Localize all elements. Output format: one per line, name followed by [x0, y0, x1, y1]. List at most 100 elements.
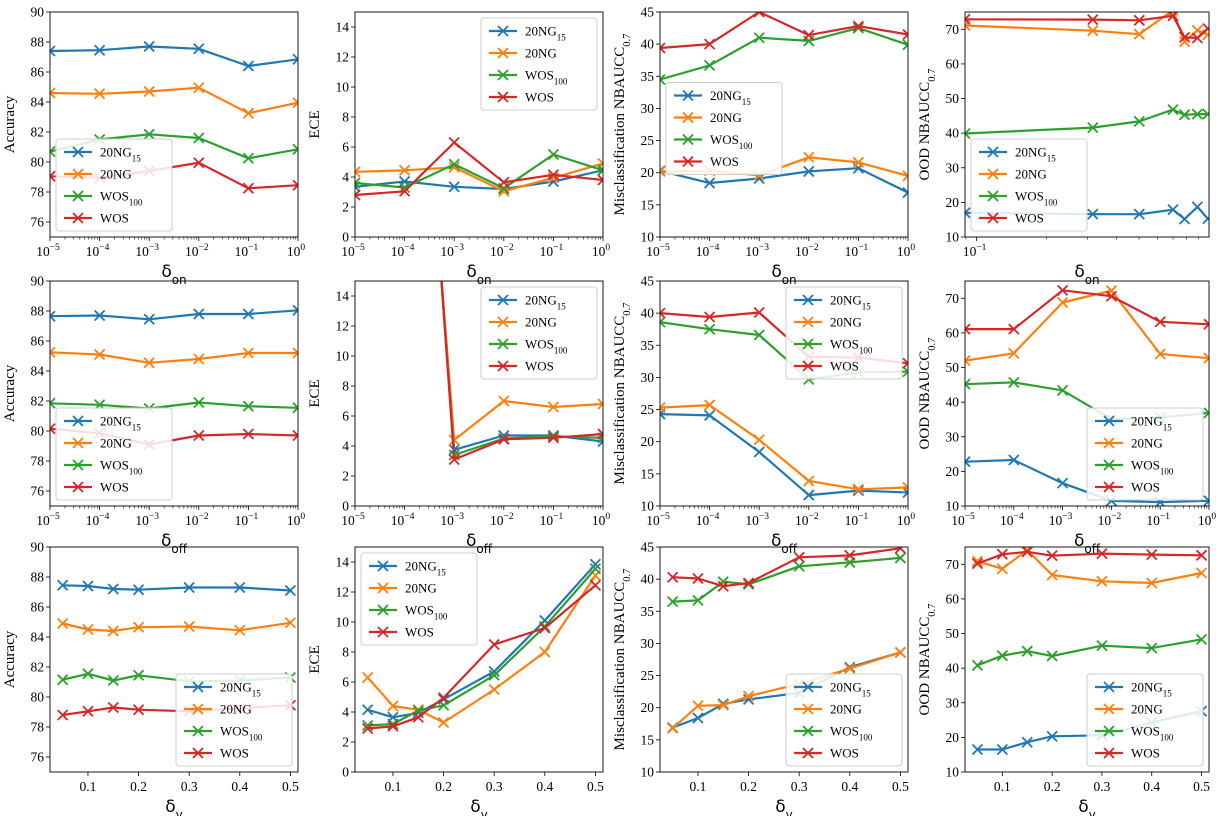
legend-label-WOS100: WOS100	[830, 337, 873, 356]
data-point-20NG	[437, 716, 450, 729]
data-point-20NG	[852, 483, 865, 495]
data-point-20NG	[82, 623, 94, 636]
legend-marker-WOS100	[72, 459, 84, 471]
y-tick-label: 10	[946, 765, 960, 780]
legend-box	[480, 286, 598, 380]
y-tick-label: 80	[31, 424, 45, 439]
series-line-WOS	[965, 289, 1209, 331]
x-tick-label: 10−1	[845, 512, 869, 528]
data-point-WOS	[448, 136, 460, 149]
series-line-WOS	[660, 12, 908, 50]
data-point-WOS100	[793, 560, 805, 572]
x-tick-label: 0.3	[181, 779, 198, 794]
plot-area	[440, 281, 603, 466]
x-tick-label: 10−5	[36, 512, 60, 528]
y-tick-label: 10	[641, 230, 655, 245]
legend-label-20NG15: 20NG15	[100, 145, 141, 164]
data-point-WOS	[1191, 32, 1204, 44]
data-point-WOS	[498, 433, 510, 445]
y-tick-label: 45	[641, 274, 655, 289]
data-point-20NG15	[488, 665, 500, 678]
y-tick-label: 2	[342, 469, 349, 484]
legend-marker-20NG	[802, 316, 814, 328]
data-point-WOS	[547, 169, 560, 181]
data-point-20NG15	[717, 698, 729, 710]
legend-box	[480, 17, 598, 111]
legend-marker-20NG	[802, 703, 814, 715]
data-point-WOS100	[965, 127, 971, 140]
y-tick-label: 78	[31, 454, 45, 469]
data-point-20NG15	[965, 456, 971, 468]
x-axis-label: δon	[771, 262, 796, 287]
data-point-WOS	[50, 423, 56, 435]
legend: 20NG15 20NG WOS100 WOS	[480, 286, 598, 380]
legend: 20NG15 20NG WOS100 WOS	[360, 552, 478, 646]
data-point-20NG15	[1133, 208, 1145, 220]
chart-panel-r2c1: 0 2 4 6 8 10 12 14 0.1 0.2 0.3 0.4 0.5 20NG15 20NG WOS1…	[307, 546, 604, 816]
data-point-20NG	[1056, 296, 1069, 309]
legend-box	[785, 286, 903, 380]
data-point-20NG15	[183, 581, 195, 594]
data-point-20NG	[292, 97, 298, 109]
series-line-WOS100	[355, 153, 603, 190]
data-point-WOS	[57, 709, 69, 721]
data-point-20NG	[398, 164, 411, 176]
data-point-WOS100	[1178, 109, 1191, 121]
y-tick-label: 0	[342, 765, 349, 780]
data-point-20NG15	[82, 580, 94, 592]
x-tick-label: 10−5	[36, 243, 60, 259]
legend-marker-WOS	[1103, 481, 1115, 493]
data-point-20NG	[1008, 347, 1020, 359]
y-tick-label: 20	[641, 434, 655, 449]
series-line-20NG	[62, 621, 291, 633]
series-line-20NG15	[660, 413, 908, 497]
data-point-WOS	[692, 572, 704, 585]
data-point-20NG15	[852, 484, 865, 497]
data-point-20NG	[703, 399, 716, 411]
legend-marker-20NG15	[682, 89, 694, 102]
data-point-20NG	[1154, 348, 1166, 360]
x-tick-label: 10−2	[490, 512, 514, 528]
data-point-20NG	[547, 401, 560, 413]
legend-box	[1086, 407, 1204, 501]
x-tick-label: 10−4	[86, 512, 110, 528]
legend-box	[175, 673, 293, 767]
data-point-20NG15	[292, 53, 298, 65]
data-point-WOS100	[193, 132, 205, 144]
data-point-WOS100	[143, 128, 155, 140]
x-tick-label: 10−3	[440, 243, 464, 259]
data-point-WOS	[547, 432, 560, 444]
data-point-20NG15	[902, 187, 908, 199]
data-point-20NG15	[193, 308, 205, 320]
y-axis-label: Misclassification NBAUCC0.7	[612, 34, 633, 216]
data-point-WOS	[1154, 316, 1166, 328]
legend-marker-20NG15	[192, 681, 204, 693]
data-point-WOS100	[448, 158, 460, 170]
data-point-WOS	[703, 38, 716, 50]
data-point-WOS100	[242, 152, 255, 164]
y-tick-label: 90	[31, 5, 45, 20]
data-point-WOS	[1105, 290, 1118, 302]
x-axis-label: δy	[1078, 797, 1096, 816]
y-tick-label: 20	[641, 165, 655, 180]
legend-label-20NG: 20NG	[100, 167, 132, 182]
x-tick-label: 0.1	[385, 779, 402, 794]
legend-marker-WOS	[72, 481, 84, 493]
legend-label-20NG15: 20NG15	[830, 293, 871, 312]
data-point-WOS	[753, 306, 765, 319]
data-point-20NG	[1087, 25, 1099, 37]
chart-panel-r1c3: 10 20 30 40 50 60 70 10−5 10−4 10−3 10−2 10−1 100 20N…	[917, 280, 1216, 556]
legend-label-20NG15: 20NG15	[100, 414, 141, 433]
x-axis-label: δy	[165, 797, 183, 816]
legend-marker-WOS100	[802, 338, 814, 350]
data-point-WOS100	[1087, 121, 1099, 134]
data-point-WOS100	[1167, 103, 1179, 116]
legend-label-20NG: 20NG	[220, 702, 252, 717]
legend-marker-20NG	[72, 437, 84, 449]
x-tick-label: 0.3	[486, 779, 503, 794]
data-point-20NG	[1096, 575, 1108, 587]
data-point-20NG	[50, 87, 56, 99]
data-point-WOS	[597, 174, 603, 186]
y-tick-label: 84	[31, 95, 45, 110]
data-point-WOS100	[753, 32, 765, 44]
